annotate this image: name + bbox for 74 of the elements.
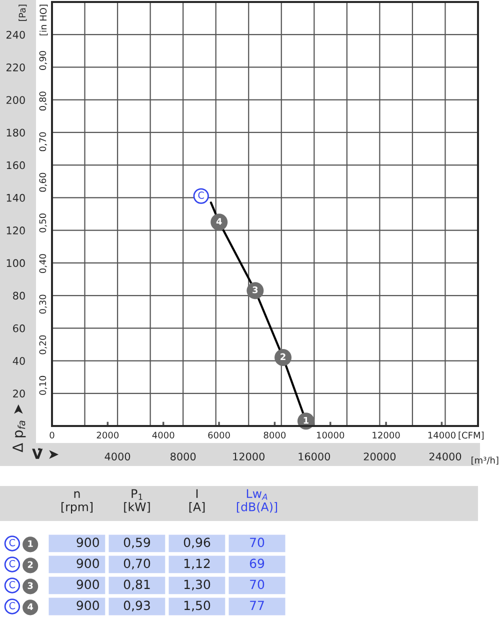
data-label: 0,59 [124, 538, 150, 548]
text: [in HO] [40, 4, 48, 36]
y2-tick-label: C [9, 580, 16, 588]
data-label: 900 [76, 558, 99, 568]
y2-tick-label: 0,50 [39, 213, 48, 232]
y2-tick-label: C [9, 602, 16, 610]
y2-tick-label: 0,40 [39, 254, 48, 274]
x-tick-label: 16000 [298, 452, 330, 460]
y-tick-label: 80 [13, 292, 25, 300]
y-tick-label: 20 [13, 390, 25, 398]
text: [CFM] [458, 432, 484, 440]
y-tick-label: 1 [28, 540, 33, 547]
data-label: 1,30 [184, 580, 210, 590]
x2-tick-label: 14000 [428, 432, 456, 439]
x2-tick-label: 12000 [372, 432, 400, 439]
x2-tick-label: 8000 [264, 432, 286, 439]
x-tick-label: 8000 [170, 452, 196, 460]
x-tick-label: 20000 [364, 452, 396, 460]
annotation: 1 [304, 417, 308, 424]
x2-tick-label: 10000 [317, 432, 344, 439]
data-label: 0,81 [124, 580, 150, 590]
y-tick-label: 4 [28, 603, 34, 610]
annotation: C [198, 192, 204, 199]
y2-tick-label: C [9, 538, 16, 546]
y2-tick-label: 0,90 [39, 51, 48, 70]
y-tick-label: 140 [6, 194, 25, 202]
x2-tick-label: 4000 [152, 432, 174, 439]
y2-tick-label: 0,70 [39, 132, 48, 152]
data-label: 1,12 [184, 558, 210, 570]
y2-tick-label: 0,10 [39, 376, 48, 395]
annotation: 3 [252, 286, 258, 294]
y-axis-title: Δ p$_{fa}$ ➤ [12, 404, 26, 452]
data-label: 900 [76, 580, 99, 590]
x-tick-label: n [rpm] [61, 491, 93, 514]
annotation: 2 [280, 353, 286, 360]
x-tick-label: 24000 [429, 452, 462, 460]
data-label: 70 [250, 580, 264, 590]
data-label: 0,70 [124, 558, 150, 570]
text: [Pa] [18, 4, 27, 21]
x2-tick-label: 6000 [208, 432, 230, 439]
data-label: 0,93 [124, 600, 150, 612]
y-tick-label: 40 [12, 356, 25, 365]
data-label: 69 [250, 558, 264, 568]
data-label: 900 [76, 600, 99, 610]
x-tick-label: 12000 [233, 452, 264, 460]
y-tick-label: 240 [6, 30, 25, 39]
y-tick-label: 220 [6, 63, 25, 72]
x2-tick-label: 2000 [96, 432, 119, 439]
x-tick-label: Lw$_{A}$ [dB(A)] [236, 489, 278, 513]
x-tick-label: 4000 [104, 452, 130, 460]
data-label: 900 [76, 538, 99, 548]
y-tick-label: 2 [28, 561, 33, 568]
y-tick-label: 160 [6, 161, 25, 170]
y-tick-label: 60 [13, 324, 25, 332]
y-tick-label: 120 [6, 226, 25, 234]
x-axis-title: V̇ ➤ [32, 448, 59, 459]
data-label: 0,96 [184, 538, 210, 548]
y-tick-label: 100 [6, 259, 25, 268]
data-label: 70 [250, 538, 264, 548]
y2-tick-label: 0,60 [39, 172, 48, 192]
y2-tick-label: C [9, 560, 16, 568]
y-tick-label: 3 [28, 582, 33, 590]
annotation: 4 [216, 218, 222, 225]
y-tick-label: 180 [6, 128, 25, 137]
x-tick-label: P$_{1}$ [kW] [124, 489, 150, 513]
y2-tick-label: 0,20 [39, 335, 48, 354]
y-tick-label: 200 [6, 96, 25, 104]
y2-tick-label: 0,80 [39, 92, 48, 111]
x2-tick-label: 0 [50, 432, 54, 439]
y2-tick-label: 0,30 [39, 294, 48, 314]
data-label: 1,50 [184, 600, 210, 612]
x-tick-label: I [A] [189, 489, 205, 513]
text: [m³/h] [472, 456, 498, 465]
data-label: 77 [250, 600, 264, 610]
